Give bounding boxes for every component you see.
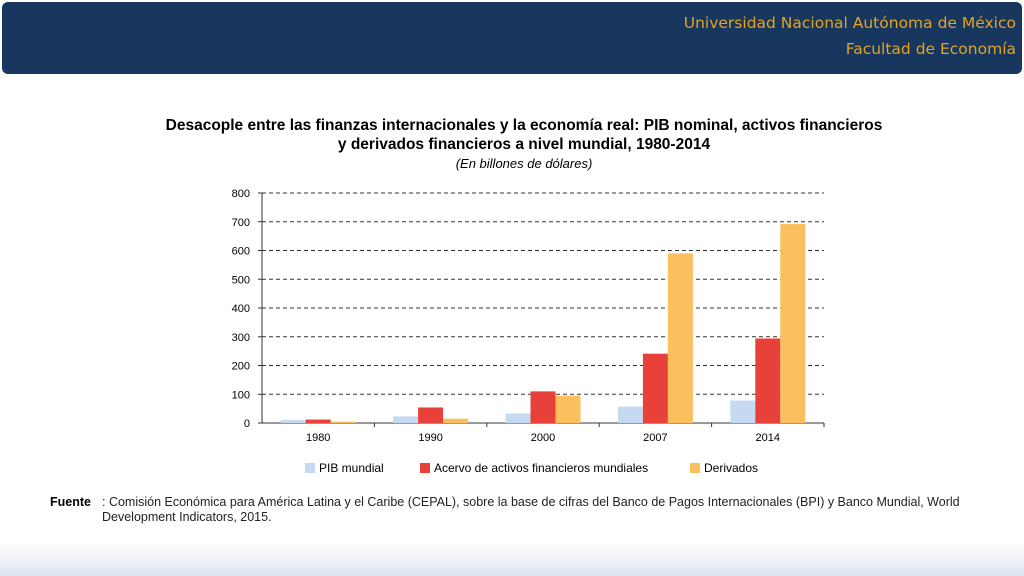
bar [730, 400, 756, 423]
bar [780, 224, 806, 423]
chart-subtitle: (En billones de dólares) [455, 156, 593, 171]
legend-label: Acervo de activos financieros mundiales [434, 461, 649, 475]
bar [642, 353, 668, 423]
university-name: Universidad Nacional Autónoma de México [683, 14, 1016, 32]
y-tick-label: 800 [232, 188, 250, 200]
legend-label: Derivados [704, 461, 759, 475]
bar [305, 419, 331, 423]
x-tick-label: 2007 [643, 432, 667, 444]
source-label: Fuente [50, 495, 91, 509]
bar [555, 395, 581, 423]
bar [443, 418, 469, 423]
chart-legend: PIB mundial Acervo de activos financieros… [0, 461, 1024, 477]
legend-label: PIB mundial [319, 461, 384, 475]
chart-title-line2: y derivados financieros a nivel mundial,… [337, 136, 711, 153]
x-tick-label: 1980 [306, 432, 330, 444]
bar [280, 419, 306, 423]
y-tick-label: 600 [232, 246, 250, 258]
legend-swatch [420, 463, 430, 473]
legend-item: PIB mundial [305, 461, 384, 475]
bar [755, 338, 781, 423]
bar [667, 253, 693, 423]
bar [530, 391, 556, 423]
x-tick-label: 1990 [418, 432, 442, 444]
chart-title-line1: Desacople entre las finanzas internacion… [165, 117, 883, 134]
faculty-name: Facultad de Economía [845, 40, 1016, 58]
y-tick-label: 300 [232, 332, 250, 344]
y-tick-label: 400 [232, 303, 250, 315]
x-tick-label: 2014 [756, 432, 780, 444]
bar [418, 407, 444, 423]
y-tick-label: 700 [232, 217, 250, 229]
bar [505, 413, 531, 423]
bar [393, 416, 419, 423]
y-tick-label: 200 [232, 361, 250, 373]
y-tick-label: 0 [244, 418, 250, 430]
bar [617, 406, 643, 423]
source-text: : Comisión Económica para América Latina… [102, 495, 960, 524]
header-bar: Universidad Nacional Autónoma de México … [2, 2, 1022, 74]
y-tick-label: 100 [232, 389, 250, 401]
bar [330, 421, 356, 423]
legend-item: Derivados [690, 461, 758, 475]
y-tick-label: 500 [232, 274, 250, 286]
x-tick-label: 2000 [531, 432, 555, 444]
legend-swatch [305, 463, 315, 473]
legend-swatch [690, 463, 700, 473]
slide-footer-gradient [0, 542, 1024, 576]
legend-item: Acervo de activos financieros mundiales [420, 461, 648, 475]
